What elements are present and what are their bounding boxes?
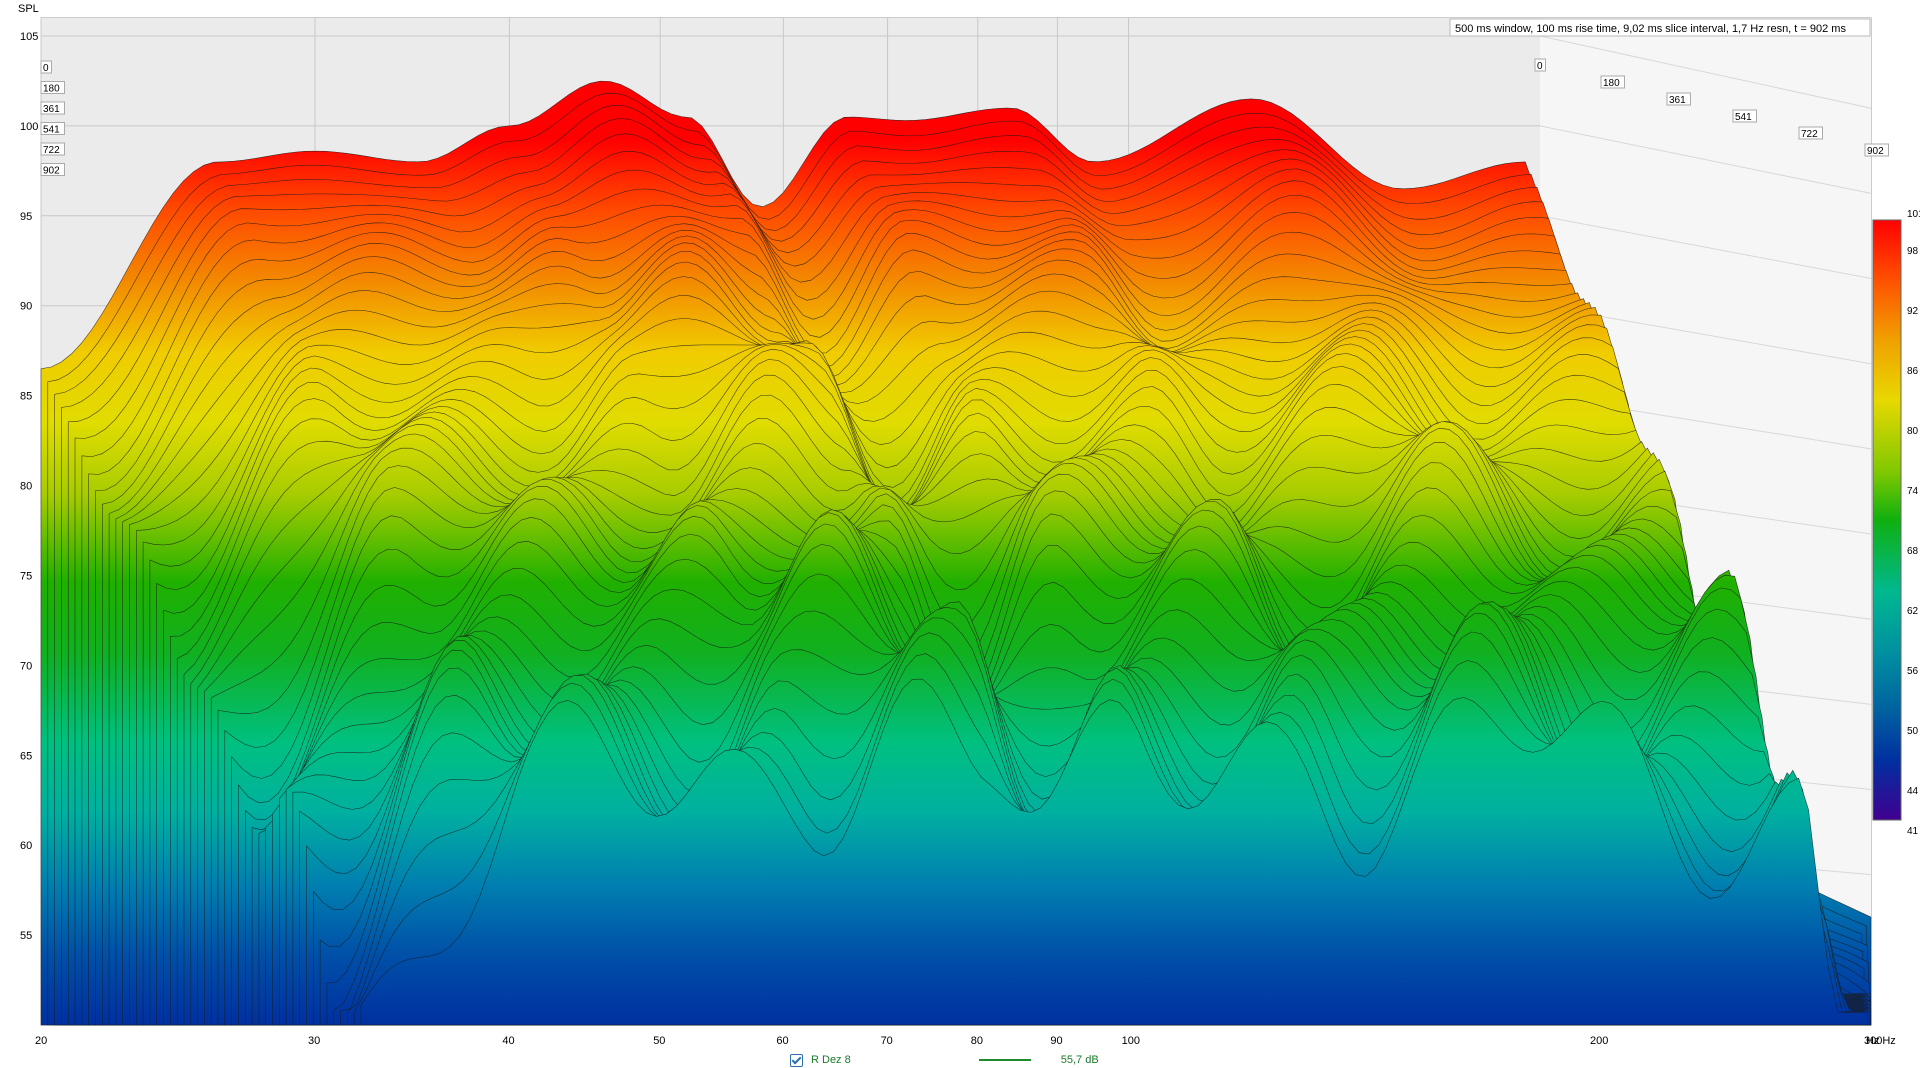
series-color-swatch	[978, 1059, 1031, 1061]
colorbar-tick-label: 56	[1907, 666, 1919, 677]
x-tick-label: 100	[1122, 1035, 1140, 1047]
y-tick-label: 70	[20, 660, 32, 672]
y-tick-label: 95	[20, 211, 32, 223]
waterfall-slice	[360, 678, 1868, 1026]
time-tick-label: 0	[1537, 61, 1543, 72]
x-tick-label: 90	[1050, 1035, 1062, 1047]
x-tick-label: 80	[971, 1035, 983, 1047]
subtitle-box: 500 ms window, 100 ms rise time, 9,02 ms…	[1449, 18, 1871, 37]
series-name: R Dez 8	[811, 1054, 851, 1066]
subtitle: 500 ms window, 100 ms rise time, 9,02 ms…	[1455, 23, 1846, 35]
time-tick-label: 902	[43, 166, 60, 177]
colorbar-tick-label: 98	[1907, 246, 1919, 257]
side-gridline	[1539, 35, 1872, 109]
side-gridline	[1539, 125, 1872, 194]
y-tick-label: 60	[20, 840, 32, 852]
y-axis-label: SPL	[18, 3, 39, 15]
time-tick-label: 361	[1669, 95, 1686, 106]
time-tick-label: 0	[43, 63, 49, 74]
colorbar-tick-label: 92	[1907, 306, 1919, 317]
time-tick-box	[1798, 126, 1823, 140]
time-tick-box	[40, 122, 65, 135]
colorbar-tick-label: 68	[1907, 546, 1919, 557]
side-gridline	[1539, 215, 1872, 280]
y-tick-label: 100	[20, 121, 38, 133]
series-value: 55,7 dB	[1060, 1054, 1099, 1066]
y-tick-label: 80	[20, 481, 32, 493]
x-tick-label: 30	[308, 1035, 320, 1047]
colorbar-tick-label: 74	[1907, 486, 1919, 497]
time-tick-box	[1600, 75, 1625, 89]
colorbar-tick-label: 80	[1907, 426, 1919, 437]
time-tick-box	[1864, 143, 1889, 157]
time-tick-box	[40, 142, 65, 156]
time-tick-label: 180	[1603, 78, 1620, 89]
x-unit-label: Hz	[1866, 1035, 1879, 1047]
series-checkbox[interactable]	[790, 1053, 803, 1067]
colorbar-tick-label: 101	[1907, 209, 1920, 220]
colorbar-tick-label: 44	[1907, 786, 1919, 797]
x-tick-label: 300Hz	[1864, 1035, 1896, 1047]
colorbar-ticks: 101 98 92 86 80 74 68 62 56 50 44 41	[1907, 209, 1920, 837]
time-tick-box	[1732, 109, 1757, 123]
waterfall-slices	[40, 80, 1872, 1026]
time-tick-label: 541	[1735, 112, 1752, 123]
y-tick-label: 65	[20, 750, 32, 762]
colorbar-tick-label: 41	[1907, 826, 1919, 837]
time-tick-box	[40, 81, 65, 94]
colorbar-tick-label: 50	[1907, 726, 1919, 737]
y-tick-label: 85	[20, 391, 32, 403]
time-tick-label: 541	[43, 125, 60, 136]
x-tick-label: 60	[776, 1035, 788, 1047]
time-tick-label: 180	[43, 84, 60, 95]
time-tick-box	[40, 101, 65, 115]
axes: 20 30 40 50 60 70 80 90 100 200 300Hz 55 60 65 70 75 80 8…	[20, 31, 1896, 1047]
y-tick-label: 55	[20, 930, 32, 942]
time-tick-label: 722	[1801, 129, 1818, 140]
x-tick-label: 20	[35, 1035, 47, 1047]
time-tick-box	[1534, 58, 1546, 72]
time-tick-box	[40, 163, 65, 176]
x-tick-label: 70	[881, 1035, 893, 1047]
x-tick-label: 200	[1590, 1035, 1608, 1047]
legend: R Dez 8 55,7 dB	[790, 1052, 1099, 1068]
x-tick-label: 50	[653, 1035, 665, 1047]
colorbar-tick-label: 62	[1907, 606, 1919, 617]
time-tick-label: 722	[43, 145, 60, 156]
time-tick-box	[1666, 92, 1691, 106]
y-tick-label: 90	[20, 301, 32, 313]
colorbar	[1872, 219, 1902, 821]
y-tick-label: 75	[20, 570, 32, 582]
time-tick-box	[40, 60, 52, 74]
time-tick-label: 361	[43, 104, 60, 115]
colorbar-tick-label: 86	[1907, 366, 1919, 377]
y-tick-label: 105	[20, 31, 38, 43]
time-tick-label: 902	[1867, 146, 1884, 157]
x-tick-label: 40	[502, 1035, 514, 1047]
